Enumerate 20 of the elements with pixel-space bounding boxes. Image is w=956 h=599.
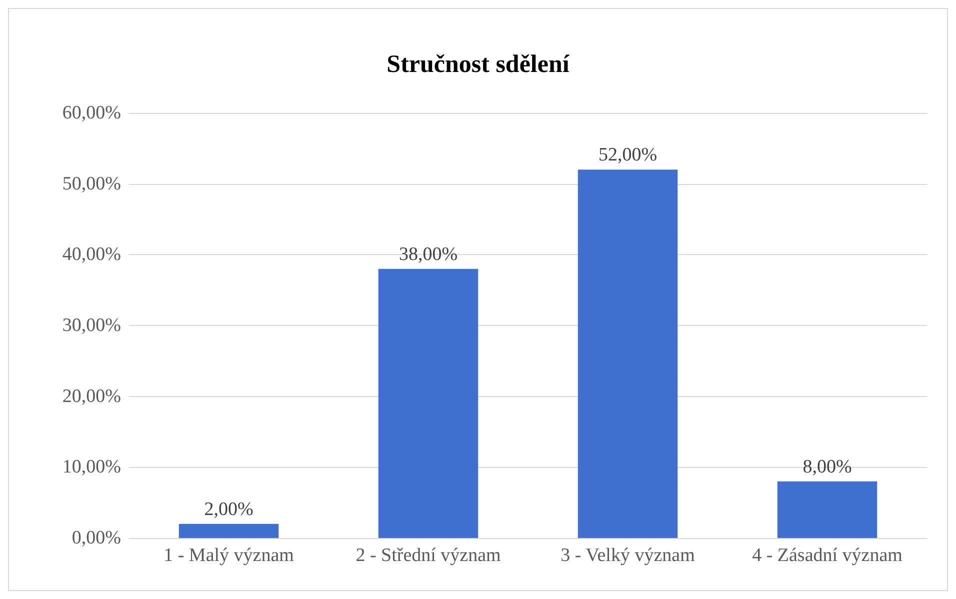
y-tick-label: 20,00%	[62, 386, 122, 407]
x-tick-label: 2 - Střední význam	[356, 545, 502, 566]
data-label: 2,00%	[204, 498, 254, 520]
x-tick-label: 3 - Velký význam	[560, 545, 696, 566]
y-tick-label: 50,00%	[62, 173, 122, 194]
data-label: 38,00%	[398, 244, 458, 265]
x-tick-label: 4 - Zásadní význam	[752, 545, 903, 566]
y-tick-label: 10,00%	[62, 456, 122, 478]
y-tick-label: 30,00%	[62, 315, 122, 336]
y-tick-label: 0,00%	[72, 528, 122, 548]
y-tick-label: 60,00%	[62, 102, 122, 124]
data-label: 8,00%	[802, 456, 852, 478]
bar	[777, 481, 878, 538]
data-label: 52,00%	[598, 144, 658, 166]
bar	[578, 170, 678, 538]
x-tick-label: 1 - Malý význam	[164, 545, 294, 566]
bar	[178, 524, 279, 538]
chart-title: Stručnost sdělení	[386, 51, 570, 78]
bar	[378, 268, 478, 538]
y-tick-label: 40,00%	[62, 244, 122, 266]
